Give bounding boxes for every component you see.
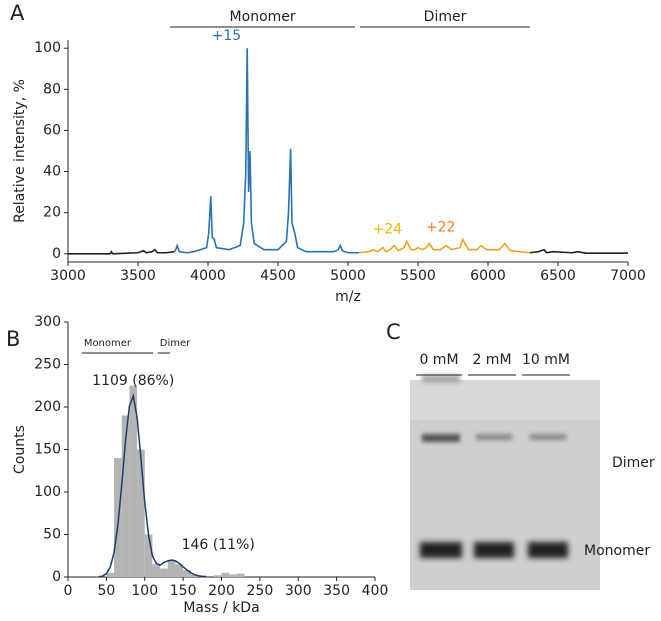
x-tick-label: 300 [285,583,312,599]
histogram-bar [152,564,161,577]
x-tick-label: 0 [64,583,73,599]
x-tick-label: 3500 [120,268,156,284]
histogram-bar [129,385,138,577]
y-tick-label: 0 [52,246,61,262]
y-tick-label: 100 [34,40,61,56]
x-tick-label: 150 [170,583,197,599]
x-tick-label: 5500 [400,268,436,284]
x-tick-label: 350 [323,583,350,599]
y-tick-label: 0 [52,569,61,585]
region-label: Monomer [84,338,132,349]
histogram-bar [167,560,176,577]
y-axis-label: Relative intensity, % [12,79,28,223]
y-tick-label: 200 [34,399,61,415]
histogram-bar [213,575,222,577]
band-label: Dimer [612,455,655,471]
spectrum-line [68,248,175,255]
x-tick-label: 5000 [330,268,366,284]
gel: 0 mM 2 mM 10 mM Dimer Monomer [410,352,655,590]
y-tick-label: 50 [43,527,61,543]
peak-label: 1109 (86%) [92,373,174,389]
y-tick-label: 40 [43,164,61,180]
gel-band [422,434,460,442]
x-axis-label: Mass / kDa [183,600,259,616]
y-tick-label: 300 [34,314,61,330]
peak-label: 146 (11%) [182,537,255,553]
histogram-bar [236,573,245,577]
x-tick-label: 400 [362,583,389,599]
gel-band [422,375,460,383]
region-label: Monomer [230,9,296,25]
histogram-bar [190,574,199,577]
gel-band [530,434,566,440]
x-tick-label: 4000 [190,268,226,284]
panel-label: C [386,320,401,344]
fit-curve [98,393,207,578]
y-axis-label: Counts [12,425,28,474]
x-tick-label: 6500 [540,268,576,284]
lane-label: 10 mM [522,352,570,368]
peak-label: +24 [373,221,403,237]
y-tick-label: 20 [43,205,61,221]
histogram-bar [106,572,115,577]
x-tick-label: 6000 [470,268,506,284]
x-tick-label: 7000 [610,268,646,284]
spectrum-line [529,248,628,254]
region-label: Dimer [160,338,191,349]
band-label: Monomer [584,543,650,559]
panel-label: A [10,1,25,25]
x-tick-label: 50 [97,583,115,599]
histogram-bar [137,449,145,577]
histogram-bar [183,570,191,577]
y-tick-label: 80 [43,81,61,97]
spectrum-line [173,48,360,254]
histogram-bar [175,564,184,577]
y-tick-label: 60 [43,122,61,138]
gel-band [476,434,512,440]
gel-band [474,542,514,558]
panel-label: B [6,327,20,351]
histogram-bar [160,568,168,577]
y-tick-label: 150 [34,442,61,458]
gel-band [420,542,462,558]
x-tick-label: 250 [247,583,274,599]
x-tick-label: 100 [131,583,158,599]
gel-background [410,380,600,420]
x-axis-label: m/z [335,289,361,305]
region-label: Dimer [424,9,467,25]
spectrum-line [359,237,531,254]
y-tick-label: 100 [34,484,61,500]
peak-label: +22 [426,219,456,235]
y-tick-label: 250 [34,357,61,373]
histogram-bar [221,572,230,577]
histogram-bar [121,415,130,577]
x-tick-label: 4500 [260,268,296,284]
histogram-bar [229,574,237,577]
lane-label: 0 mM [419,352,458,368]
lane-label: 2 mM [472,352,511,368]
histogram-bar [144,534,153,577]
x-tick-label: 3000 [50,268,86,284]
peak-label: +15 [212,28,242,44]
gel-band [528,542,568,558]
x-tick-label: 200 [208,583,235,599]
